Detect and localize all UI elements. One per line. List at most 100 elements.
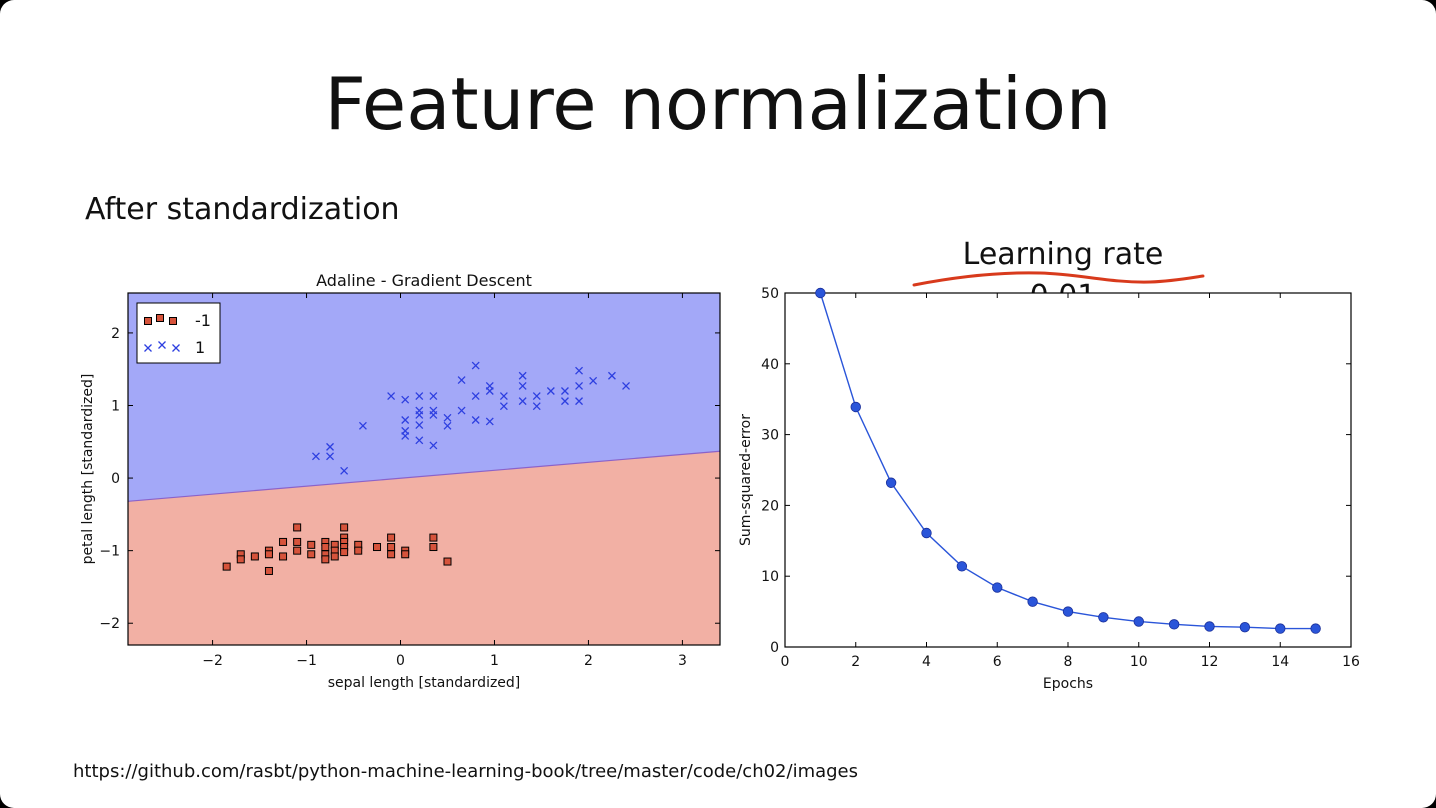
plot-frame [784,292,1352,648]
x-tick-label: 0 [781,654,790,670]
point-class-1 [471,392,480,401]
x-tick-label: 3 [678,653,687,669]
point-class-1 [560,387,569,395]
point-class-1 [499,392,508,401]
point-class-1 [415,421,424,430]
point-class-1 [429,410,438,419]
x-tick-label: 4 [922,654,931,670]
y-tick-label: 30 [761,428,779,444]
sse-point [992,582,1003,593]
sse-point [921,527,932,539]
legend-marker-neg1 [169,317,177,325]
sse-point [1239,621,1251,633]
x-tick-label: 12 [1201,654,1219,670]
point-class-1 [457,376,466,385]
point-class-1 [532,402,541,411]
x-tick-label: 16 [1342,654,1360,670]
region-class-neg1 [128,451,720,645]
y-axis-label: Sum-squared-error [738,414,754,546]
point-class-1 [546,387,555,395]
sse-point [850,401,861,413]
legend-label-neg1: -1 [195,311,211,330]
legend-marker-1 [172,344,180,352]
sse-point [1027,596,1038,607]
point-class-1 [429,392,438,401]
y-tick-label: 40 [761,357,779,373]
point-class-1 [443,421,452,430]
point-class-1 [518,381,527,390]
point-class-neg1 [429,543,438,552]
point-class-neg1 [387,533,396,542]
x-tick-label: 8 [1064,654,1073,670]
point-class-1 [499,402,508,411]
point-class-1 [415,410,424,419]
x-axis-label: sepal length [standardized] [328,675,521,691]
legend-marker-1 [158,341,166,349]
point-class-neg1 [354,546,363,555]
decision-boundary [128,450,720,502]
y-tick-label: 20 [761,498,779,514]
x-axis-label: Epochs [1043,676,1093,692]
x-tick-label: 10 [1130,654,1148,670]
point-class-neg1 [340,548,349,557]
point-class-1 [401,432,410,440]
y-tick-label: 0 [111,471,120,487]
y-tick-label: 10 [761,569,779,585]
point-class-neg1 [264,566,273,575]
point-class-neg1 [340,523,349,532]
point-class-1 [358,421,367,430]
point-class-1 [429,441,438,450]
point-class-1 [401,416,410,424]
y-tick-label: −2 [99,616,120,632]
chart-title: Adaline - Gradient Descent [316,271,532,290]
x-tick-label: 2 [584,653,593,669]
point-class-1 [485,417,494,426]
point-class-1 [575,366,584,375]
handwritten-underline [912,271,1205,287]
point-class-1 [401,395,410,404]
x-tick-label: 14 [1271,654,1289,670]
sse-point [1062,606,1074,617]
point-class-neg1 [401,550,410,559]
point-class-neg1 [236,555,245,564]
x-tick-label: 1 [490,653,499,669]
point-class-neg1 [293,523,302,532]
x-tick-label: 0 [396,653,405,669]
sse-point [956,561,968,572]
x-tick-label: −2 [202,653,223,669]
point-class-1 [311,452,320,461]
sse-point [1204,621,1215,632]
sse-point [1275,623,1286,634]
point-class-1 [387,392,396,401]
point-class-neg1 [279,537,288,546]
point-class-neg1 [330,552,339,561]
x-tick-label: 2 [851,654,860,670]
y-tick-label: 50 [761,286,779,302]
legend-marker-neg1 [156,314,164,322]
slide-title: Feature normalization [324,62,1112,146]
point-class-neg1 [293,546,302,555]
plot-frame [127,292,721,646]
point-class-1 [518,371,527,380]
point-class-1 [326,442,334,451]
point-class-neg1 [307,550,316,559]
region-class-1 [128,293,720,502]
point-class-neg1 [264,550,273,559]
point-class-1 [518,397,527,406]
point-class-neg1 [293,537,302,546]
sse-point [1133,616,1144,627]
source-url[interactable]: https://github.com/rasbt/python-machine-… [73,761,859,782]
sse-point [1310,623,1321,634]
point-class-1 [560,397,569,406]
legend-box [136,302,221,364]
point-class-neg1 [429,533,438,542]
y-tick-label: −1 [99,544,120,560]
legend-marker-1 [144,344,152,352]
point-class-neg1 [373,543,382,552]
point-class-1 [589,376,598,385]
sse-point [1098,612,1109,623]
